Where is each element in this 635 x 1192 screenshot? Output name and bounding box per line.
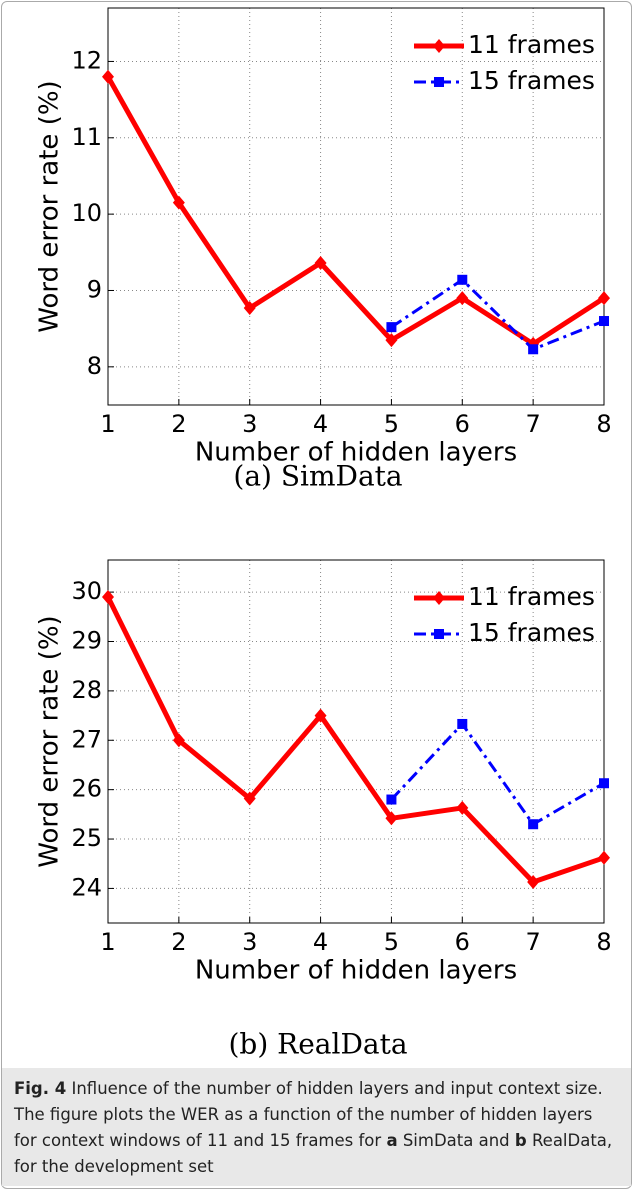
caption-text: b xyxy=(514,1131,527,1150)
marker xyxy=(243,791,256,806)
x-tick-label: 5 xyxy=(384,928,399,956)
y-tick-label: 8 xyxy=(87,352,102,380)
marker xyxy=(386,322,397,333)
caption-text: Fig. 4 xyxy=(14,1079,67,1098)
y-tick-label: 26 xyxy=(71,775,102,803)
marker xyxy=(172,733,185,748)
marker xyxy=(314,255,327,270)
marker xyxy=(102,590,114,605)
x-tick-label: 6 xyxy=(455,410,470,438)
legend-label: 11 frames xyxy=(468,30,595,59)
marker xyxy=(527,875,540,890)
marker xyxy=(457,718,468,729)
series-line xyxy=(390,722,605,826)
marker xyxy=(243,301,256,316)
marker xyxy=(599,316,609,327)
chart: 24 25 26 27 28 29 30 1 2 3 4 5 6 7 8 11 frames 15 frames… xyxy=(35,559,612,1061)
x-tick-label: 2 xyxy=(171,410,186,438)
caption-text: Influence of the number of hidden layers… xyxy=(14,1079,603,1150)
plot-area xyxy=(108,560,604,923)
legend-marker xyxy=(433,591,445,605)
x-tick-label: 6 xyxy=(455,928,470,956)
y-tick-label: 30 xyxy=(71,577,102,605)
y-tick-label: 9 xyxy=(87,275,102,303)
marker xyxy=(599,778,609,789)
x-axis-label: Number of hidden layers xyxy=(195,956,517,986)
marker xyxy=(457,274,468,285)
y-tick-label: 28 xyxy=(71,676,102,704)
y-axis-label: Word error rate (%) xyxy=(35,615,65,867)
x-tick-label: 8 xyxy=(596,928,611,956)
legend-label: 15 frames xyxy=(468,66,595,95)
y-axis-label: Word error rate (%) xyxy=(35,80,65,332)
x-tick-label: 3 xyxy=(242,410,257,438)
caption-text: RealData, for the development set xyxy=(14,1131,613,1176)
legend-marker xyxy=(434,77,444,87)
marker xyxy=(456,800,469,815)
caption-text: a xyxy=(386,1131,398,1150)
marker xyxy=(102,69,114,84)
caption: Fig. 4 Influence of the number of hidden… xyxy=(2,1068,631,1186)
legend-label: 11 frames xyxy=(468,582,595,611)
y-tick-label: 10 xyxy=(71,199,102,227)
x-tick-label: 5 xyxy=(384,410,399,438)
x-tick-label: 4 xyxy=(313,410,328,438)
x-tick-label: 4 xyxy=(313,928,328,956)
marker xyxy=(598,291,610,306)
y-tick-label: 25 xyxy=(71,824,102,852)
x-tick-label: 7 xyxy=(526,928,541,956)
y-tick-label: 12 xyxy=(71,46,102,74)
marker xyxy=(386,794,397,805)
marker xyxy=(385,811,398,826)
marker xyxy=(528,819,539,830)
series-line xyxy=(390,278,605,351)
axes-box xyxy=(107,7,605,406)
series-line xyxy=(105,595,605,885)
marker xyxy=(598,850,610,865)
legend-marker xyxy=(433,39,445,53)
marker xyxy=(385,333,398,348)
legend-label: 15 frames xyxy=(468,618,595,647)
y-tick-label: 24 xyxy=(71,873,102,901)
subtitle: (b) RealData xyxy=(228,1028,407,1061)
x-tick-label: 3 xyxy=(242,928,257,956)
marker xyxy=(528,344,539,355)
caption-text: SimData and xyxy=(397,1131,515,1150)
x-tick-label: 1 xyxy=(100,928,115,956)
y-tick-label: 29 xyxy=(71,626,102,654)
marker xyxy=(314,708,327,723)
marker xyxy=(172,195,185,210)
subtitle: (a) SimData xyxy=(233,460,402,493)
x-tick-label: 1 xyxy=(100,410,115,438)
axes-box xyxy=(107,559,605,924)
series-line xyxy=(105,75,606,347)
legend-marker xyxy=(434,629,444,639)
x-tick-label: 2 xyxy=(171,928,186,956)
y-tick-label: 27 xyxy=(71,725,102,753)
x-tick-label: 7 xyxy=(526,410,541,438)
y-tick-label: 11 xyxy=(71,123,102,151)
x-axis-label: Number of hidden layers xyxy=(195,438,517,468)
x-tick-label: 8 xyxy=(596,410,611,438)
marker xyxy=(456,291,469,306)
